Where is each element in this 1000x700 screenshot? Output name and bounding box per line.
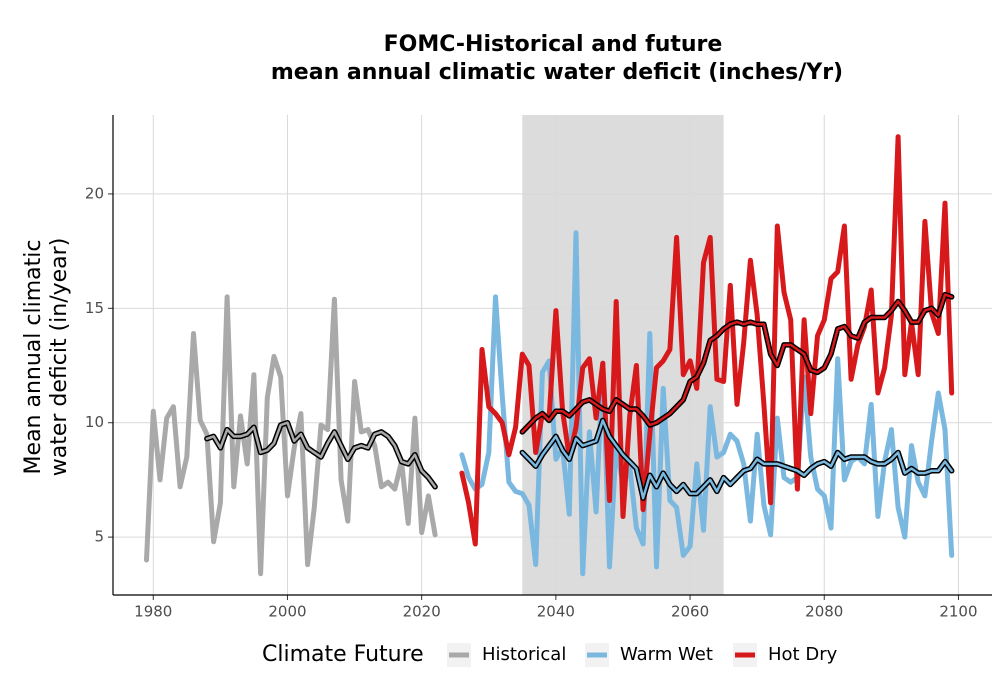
trend-line bbox=[205, 421, 437, 489]
chart-title: mean annual climatic water deficit (inch… bbox=[271, 60, 843, 85]
y-axis-label-line: Mean annual climatic bbox=[21, 240, 46, 475]
y-tick-label: 5 bbox=[94, 528, 104, 546]
y-tick-label: 20 bbox=[85, 184, 104, 202]
x-tick-label: 2000 bbox=[268, 603, 306, 621]
x-tick-label: 2080 bbox=[805, 603, 843, 621]
series-line bbox=[459, 230, 955, 577]
trend-line bbox=[521, 419, 953, 500]
trend-line bbox=[521, 293, 953, 434]
legend-label: Hot Dry bbox=[768, 644, 838, 665]
y-tick-label: 10 bbox=[85, 413, 104, 431]
legend-label: Historical bbox=[482, 644, 566, 665]
y-tick-label: 15 bbox=[85, 299, 104, 317]
legend-label: Warm Wet bbox=[620, 644, 713, 665]
series-line bbox=[144, 294, 438, 577]
x-tick-label: 2060 bbox=[671, 603, 709, 621]
x-tick-label: 2040 bbox=[537, 603, 575, 621]
y-axis-label: Mean annual climatic water deficit (in/y… bbox=[21, 238, 72, 477]
x-tick-label: 1980 bbox=[134, 603, 172, 621]
x-tick-label: 2100 bbox=[939, 603, 977, 621]
y-axis-label-line: water deficit (in/year) bbox=[47, 238, 72, 477]
chart-title: FOMC-Historical and future bbox=[384, 32, 723, 57]
legend-title: Climate Future bbox=[262, 642, 424, 667]
x-tick-label: 2020 bbox=[403, 603, 441, 621]
